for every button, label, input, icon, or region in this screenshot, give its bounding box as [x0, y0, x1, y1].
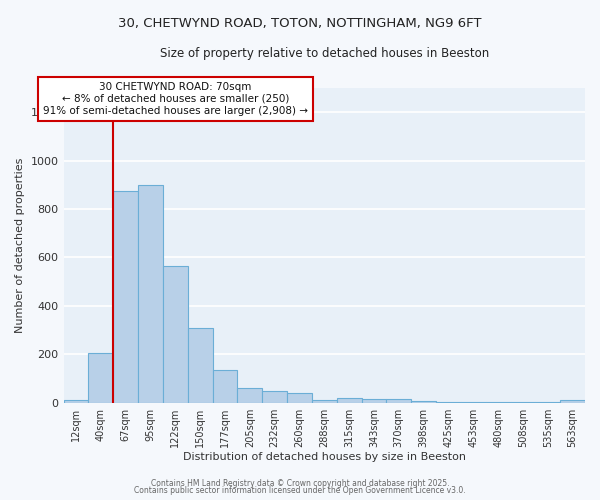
Text: Contains HM Land Registry data © Crown copyright and database right 2025.: Contains HM Land Registry data © Crown c…: [151, 478, 449, 488]
Bar: [337, 398, 362, 402]
Text: Contains public sector information licensed under the Open Government Licence v3: Contains public sector information licen…: [134, 486, 466, 495]
Bar: [362, 399, 386, 402]
Bar: [312, 400, 337, 402]
Y-axis label: Number of detached properties: Number of detached properties: [15, 158, 25, 333]
Bar: [113, 191, 138, 402]
Text: 30 CHETWYND ROAD: 70sqm
← 8% of detached houses are smaller (250)
91% of semi-de: 30 CHETWYND ROAD: 70sqm ← 8% of detached…: [43, 82, 308, 116]
Bar: [88, 353, 113, 403]
Bar: [238, 388, 262, 402]
X-axis label: Distribution of detached houses by size in Beeston: Distribution of detached houses by size …: [183, 452, 466, 462]
Text: 30, CHETWYND ROAD, TOTON, NOTTINGHAM, NG9 6FT: 30, CHETWYND ROAD, TOTON, NOTTINGHAM, NG…: [118, 18, 482, 30]
Bar: [64, 400, 88, 402]
Bar: [138, 185, 163, 402]
Bar: [262, 391, 287, 402]
Bar: [560, 400, 585, 402]
Bar: [163, 266, 188, 402]
Title: Size of property relative to detached houses in Beeston: Size of property relative to detached ho…: [160, 48, 489, 60]
Bar: [287, 392, 312, 402]
Bar: [212, 370, 238, 402]
Bar: [188, 328, 212, 402]
Bar: [386, 399, 411, 402]
